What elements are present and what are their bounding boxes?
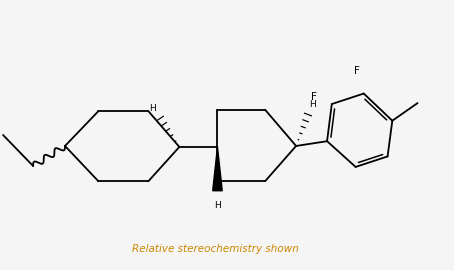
Text: F: F	[311, 92, 317, 102]
Text: Relative stereochemistry shown: Relative stereochemistry shown	[132, 244, 299, 254]
Text: H: H	[214, 201, 221, 210]
Text: F: F	[354, 66, 360, 76]
Polygon shape	[213, 147, 222, 191]
Text: H: H	[149, 104, 156, 113]
Text: H: H	[309, 100, 316, 109]
